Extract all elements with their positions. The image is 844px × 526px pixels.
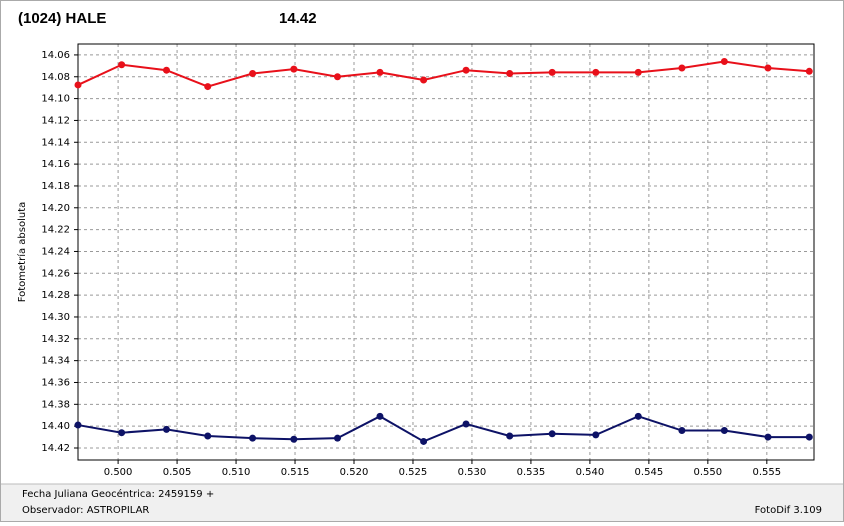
data-point bbox=[592, 68, 600, 76]
y-tick-label: 14.16 bbox=[41, 159, 70, 170]
data-point bbox=[592, 431, 600, 439]
data-point bbox=[420, 76, 428, 84]
data-point bbox=[249, 434, 257, 442]
y-tick-label: 14.22 bbox=[41, 225, 70, 236]
y-tick-label: 14.32 bbox=[41, 334, 70, 345]
y-tick-label: 14.24 bbox=[41, 246, 70, 257]
footer-panel bbox=[1, 484, 843, 521]
y-tick-label: 14.36 bbox=[41, 377, 70, 388]
data-point bbox=[634, 412, 642, 420]
x-tick-label: 0.525 bbox=[399, 467, 428, 478]
data-point bbox=[634, 68, 642, 76]
y-tick-label: 14.38 bbox=[41, 399, 70, 410]
y-tick-label: 14.08 bbox=[41, 72, 70, 83]
y-tick-label: 14.40 bbox=[41, 421, 70, 432]
y-tick-label: 14.28 bbox=[41, 290, 70, 301]
data-point bbox=[162, 425, 170, 433]
x-tick-label: 0.515 bbox=[281, 467, 310, 478]
x-tick-label: 0.505 bbox=[163, 467, 192, 478]
series-line bbox=[77, 415, 810, 443]
data-point bbox=[720, 57, 728, 65]
data-point bbox=[376, 412, 384, 420]
x-tick-label: 0.540 bbox=[576, 467, 605, 478]
x-tick-label: 0.510 bbox=[222, 467, 251, 478]
y-tick-label: 14.42 bbox=[41, 443, 70, 454]
data-point bbox=[720, 427, 728, 435]
data-point bbox=[74, 421, 82, 429]
data-point bbox=[548, 430, 556, 438]
data-point bbox=[420, 437, 428, 445]
data-point bbox=[764, 64, 772, 72]
y-tick-label: 14.18 bbox=[41, 181, 70, 192]
data-point bbox=[333, 434, 341, 442]
data-point bbox=[678, 427, 686, 435]
data-point bbox=[249, 69, 257, 77]
data-point bbox=[118, 429, 126, 437]
y-tick-label: 14.14 bbox=[41, 137, 70, 148]
data-point bbox=[678, 64, 686, 72]
x-tick-label: 0.530 bbox=[458, 467, 487, 478]
data-point bbox=[548, 68, 556, 76]
footer-text: Fecha Juliana Geocéntrica: 2459159 + bbox=[22, 488, 214, 500]
data-point bbox=[162, 66, 170, 74]
data-point bbox=[506, 69, 514, 77]
data-point bbox=[290, 65, 298, 73]
data-point bbox=[204, 432, 212, 440]
y-tick-label: 14.20 bbox=[41, 203, 70, 214]
y-axis-label: Fotometría absoluta bbox=[16, 202, 28, 303]
y-tick-label: 14.10 bbox=[41, 94, 70, 105]
chart-subtitle: 14.42 bbox=[279, 10, 317, 27]
chart-title: (1024) HALE bbox=[18, 10, 106, 27]
data-point bbox=[204, 83, 212, 91]
data-point bbox=[462, 420, 470, 428]
y-tick-label: 14.26 bbox=[41, 268, 70, 279]
x-tick-label: 0.555 bbox=[753, 467, 782, 478]
y-tick-label: 14.30 bbox=[41, 312, 70, 323]
series-line bbox=[77, 60, 810, 88]
x-tick-label: 0.500 bbox=[104, 467, 133, 478]
data-point bbox=[506, 432, 514, 440]
y-tick-label: 14.34 bbox=[41, 356, 70, 367]
software-label: FotoDif 3.109 bbox=[755, 505, 822, 516]
data-point bbox=[333, 73, 341, 81]
data-point bbox=[74, 81, 82, 89]
data-point bbox=[376, 68, 384, 76]
x-tick-label: 0.550 bbox=[694, 467, 723, 478]
x-tick-label: 0.545 bbox=[635, 467, 664, 478]
y-tick-label: 14.12 bbox=[41, 115, 70, 126]
data-point bbox=[118, 61, 126, 69]
data-point bbox=[462, 66, 470, 74]
data-point bbox=[290, 435, 298, 443]
x-tick-label: 0.535 bbox=[517, 467, 546, 478]
footer-text: Observador: ASTROPILAR bbox=[22, 505, 149, 516]
y-tick-label: 14.06 bbox=[41, 50, 70, 61]
data-point bbox=[805, 67, 813, 75]
data-point bbox=[764, 433, 772, 441]
x-tick-label: 0.520 bbox=[340, 467, 369, 478]
data-point bbox=[805, 433, 813, 441]
plot-frame bbox=[77, 43, 815, 461]
